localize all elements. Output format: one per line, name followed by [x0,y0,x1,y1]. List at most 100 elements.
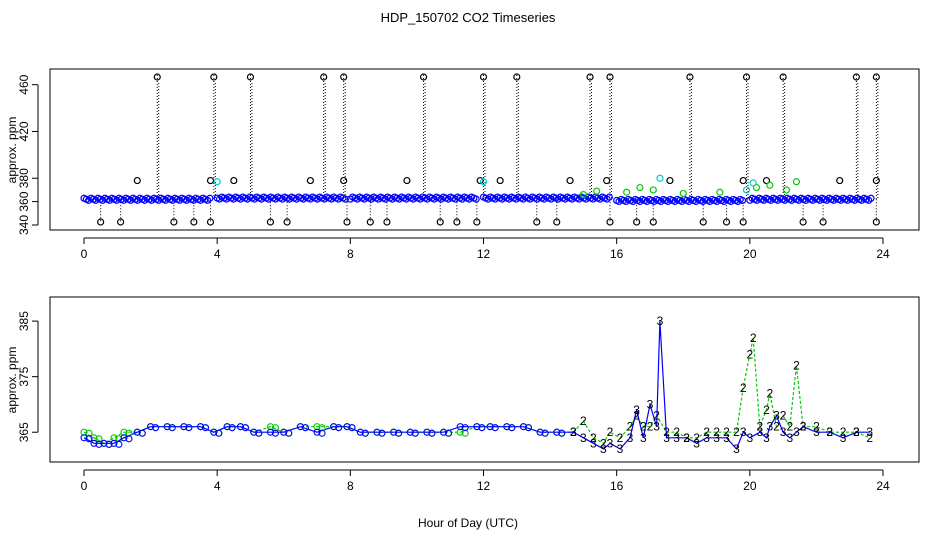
series-2-label: 2 [633,409,640,423]
x-tick-label: 12 [477,479,491,493]
high-point [246,73,255,81]
series-3-label: 3 [780,425,787,439]
series-2-label: 2 [766,386,773,400]
series-2-label: 2 [607,425,614,439]
series-2-label: 2 [853,425,860,439]
series-3-marker [185,424,193,432]
low-point [266,218,275,226]
series-3-marker [100,439,108,447]
series-3-marker [524,424,533,432]
series-3-marker [271,429,279,437]
series-3-marker [378,429,386,437]
series-3-marker [508,424,516,432]
series-3-marker [313,428,321,436]
series-2-label: 2 [786,420,793,434]
series-3-marker [486,423,494,431]
series-3-marker [335,424,343,432]
x-tick-label: 4 [214,479,221,493]
series-3-marker [95,440,103,448]
mid-point [496,176,504,185]
series-2-point [716,188,724,196]
series-3-marker [461,424,469,432]
series-2-point [782,186,791,194]
series-2-label: 2 [813,420,820,434]
series-3-label: 3 [800,420,807,434]
series-3-label: 3 [746,431,753,445]
series-2-label: 2 [793,359,800,373]
series-2-point [636,183,644,192]
series-3-marker [395,429,403,437]
y-tick-label: 360 [17,191,31,211]
series-3-marker [536,428,544,436]
series-3-marker [80,434,88,442]
series-3-marker [318,429,326,437]
series-3-label: 3 [640,431,647,445]
series-3-label: 3 [756,425,763,439]
mid-point [476,176,484,185]
series-2-label: 2 [780,409,787,423]
series-3-marker [296,423,304,431]
x-tick-label: 0 [81,479,88,493]
mid-point [566,176,574,185]
series-3-marker [411,429,419,437]
series-2-label: 2 [580,414,587,428]
series-3-label: 3 [763,431,770,445]
low-point [473,218,481,226]
series-2-label: 2 [723,425,730,439]
high-point [479,73,488,81]
series-2-label: 2 [683,431,690,445]
series-2-point [679,189,687,198]
series-2-label: 2 [763,403,770,417]
series-3-label: 3 [766,420,773,434]
series-2-point [649,186,657,194]
low-point [533,218,541,226]
series-2-label: 2 [570,425,577,439]
series-2-point [766,181,774,189]
low-point [649,218,657,226]
series-3-label: 3 [617,442,624,456]
series-2-label: 2 [866,431,873,445]
series-2-label: 2 [647,420,654,434]
baseline-point [605,193,613,201]
series-2-label: 2 [740,381,747,395]
series-3-label: 3 [853,425,860,439]
low-point [553,218,561,226]
series-3-marker [133,428,141,436]
series-2-label: 2 [826,425,833,439]
low-point [799,218,807,226]
series-2-label: 2 [627,420,634,434]
x-tick-label: 24 [876,247,890,261]
co2-panel-top: approx. ppm 0 4 8 12 16 20 24 340 360 380 420 460 [5,68,920,261]
high-point [742,73,751,81]
series-2-point [752,183,761,192]
high-point [320,73,328,81]
series-2-point [593,187,601,195]
y-tick-label: 340 [17,215,31,235]
series-3-marker [223,423,231,431]
mid-point [762,176,771,185]
series-3-point [213,178,221,186]
series-3-marker [361,429,369,437]
series-3-marker [541,429,549,437]
series-3-marker [444,429,453,437]
series-3-marker [348,424,356,432]
low-point [739,218,747,226]
series-3-marker [163,423,171,431]
series-3-marker [423,428,431,436]
series-3-marker [201,424,210,432]
series-3-marker [241,424,250,432]
y-tick-label: 420 [17,121,31,141]
series-3-marker [250,428,258,436]
baseline-point [867,194,875,202]
series-2-label: 2 [617,431,624,445]
series-3-marker [147,423,155,431]
series-3-marker [356,428,364,436]
series-3-label: 3 [773,409,780,423]
mid-point [739,176,747,185]
series-3-marker [255,429,263,437]
series-2-label: 2 [693,431,700,445]
x-tick-label: 20 [743,479,757,493]
series-3-marker [330,423,338,431]
series-3-label: 3 [840,431,847,445]
plot-frame-top [49,68,920,231]
